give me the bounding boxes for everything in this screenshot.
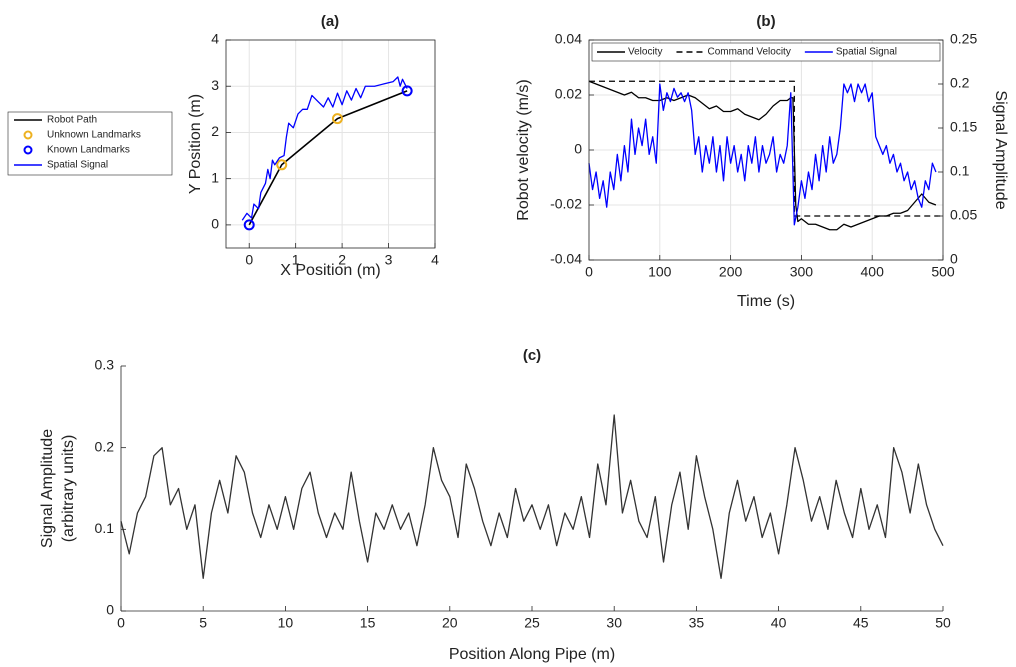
y-tick-label: 0.02 bbox=[555, 86, 582, 102]
x-tick-label: 40 bbox=[771, 615, 787, 631]
x-tick-label: 4 bbox=[431, 252, 439, 268]
x-tick-label: 1 bbox=[292, 252, 300, 268]
legend-label: Command Velocity bbox=[707, 47, 790, 58]
x-tick-label: 400 bbox=[861, 264, 885, 280]
series-line bbox=[248, 90, 408, 226]
y-axis-label: Robot velocity (m/s) bbox=[515, 79, 532, 220]
y-tick-label: -0.02 bbox=[550, 196, 582, 212]
chart-title: (b) bbox=[756, 13, 775, 30]
y-tick-label: 0.2 bbox=[95, 438, 115, 454]
series-line bbox=[241, 76, 408, 221]
axes-box bbox=[225, 39, 436, 249]
x-tick-label: 5 bbox=[199, 615, 207, 631]
y-tick-label: 0.3 bbox=[95, 357, 115, 373]
landmark-marker bbox=[401, 85, 413, 97]
y-tick-label: -0.04 bbox=[550, 251, 582, 267]
x-tick-label: 0 bbox=[245, 252, 253, 268]
x-tick-label: 15 bbox=[360, 615, 376, 631]
x-tick-label: 500 bbox=[931, 264, 955, 280]
x-tick-label: 45 bbox=[853, 615, 869, 631]
y2-tick-label: 0.15 bbox=[950, 119, 977, 135]
legend-label: Unknown Landmarks bbox=[47, 130, 141, 141]
x-tick-label: 300 bbox=[790, 264, 814, 280]
x-tick-label: 35 bbox=[689, 615, 705, 631]
x-tick-label: 50 bbox=[935, 615, 951, 631]
y-tick-label: 4 bbox=[211, 31, 219, 47]
y2-axis-label: Signal Amplitude bbox=[992, 90, 1009, 209]
y-axis-label: (arbitrary units) bbox=[60, 435, 77, 543]
series-line bbox=[588, 80, 937, 231]
y-tick-label: 0 bbox=[211, 216, 219, 232]
y-tick-label: 3 bbox=[211, 77, 219, 93]
y-tick-label: 0 bbox=[574, 141, 582, 157]
x-axis-label: Time (s) bbox=[737, 293, 795, 310]
x-tick-label: 10 bbox=[278, 615, 294, 631]
y-tick-label: 0 bbox=[106, 602, 114, 618]
chart-title: (a) bbox=[321, 13, 339, 30]
y-axis-label: Signal Amplitude bbox=[39, 429, 56, 548]
legend-label: Velocity bbox=[628, 47, 662, 58]
y-axis-label: Y Position (m) bbox=[187, 94, 204, 194]
series-line bbox=[589, 80, 943, 217]
legend-marker bbox=[23, 130, 33, 140]
y2-tick-label: 0.2 bbox=[950, 75, 970, 91]
x-tick-label: 100 bbox=[648, 264, 672, 280]
x-tick-label: 30 bbox=[606, 615, 622, 631]
y-tick-label: 0.04 bbox=[555, 31, 582, 47]
series-line bbox=[588, 83, 937, 226]
y-tick-label: 2 bbox=[211, 123, 219, 139]
x-tick-label: 3 bbox=[385, 252, 393, 268]
legend-label: Robot Path bbox=[47, 115, 97, 126]
series-line bbox=[120, 414, 944, 579]
landmark-marker bbox=[243, 219, 255, 231]
x-tick-label: 20 bbox=[442, 615, 458, 631]
y2-tick-label: 0 bbox=[950, 251, 958, 267]
y2-tick-label: 0.05 bbox=[950, 207, 977, 223]
y2-tick-label: 0.25 bbox=[950, 31, 977, 47]
legend-label: Known Landmarks bbox=[47, 145, 130, 156]
chart-title: (c) bbox=[523, 347, 541, 364]
landmark-marker bbox=[331, 113, 343, 125]
x-tick-label: 200 bbox=[719, 264, 743, 280]
legend-box bbox=[591, 42, 941, 62]
legend-marker bbox=[23, 145, 33, 155]
legend-label: Spatial Signal bbox=[47, 160, 108, 171]
x-tick-label: 2 bbox=[338, 252, 346, 268]
x-tick-label: 25 bbox=[524, 615, 540, 631]
legend-label: Spatial Signal bbox=[836, 47, 897, 58]
x-axis-label: X Position (m) bbox=[280, 262, 380, 279]
x-tick-label: 0 bbox=[585, 264, 593, 280]
landmark-marker bbox=[276, 159, 288, 171]
y2-tick-label: 0.1 bbox=[950, 163, 970, 179]
x-tick-label: 0 bbox=[117, 615, 125, 631]
y-tick-label: 0.1 bbox=[95, 520, 115, 536]
x-axis-label: Position Along Pipe (m) bbox=[449, 646, 615, 663]
y-tick-label: 1 bbox=[211, 169, 219, 185]
